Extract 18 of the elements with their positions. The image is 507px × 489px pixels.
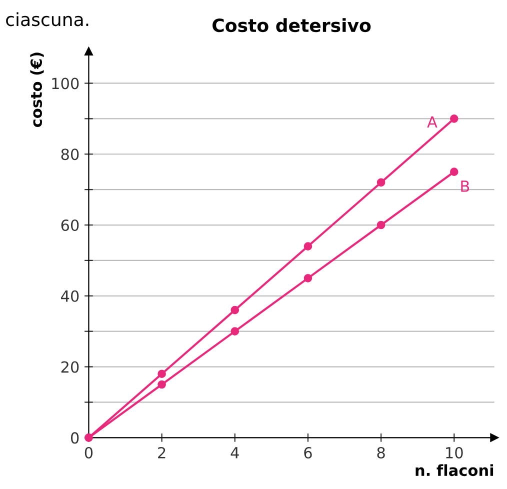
x-tick-label: 8 bbox=[377, 446, 385, 459]
series-label: B bbox=[461, 180, 470, 192]
x-axis-title: n. flaconi bbox=[416, 464, 494, 476]
x-tick-label: 2 bbox=[158, 446, 166, 458]
y-tick-label: 60 bbox=[61, 219, 79, 232]
y-tick-label: 20 bbox=[61, 361, 79, 373]
y-tick-label: 100 bbox=[52, 78, 79, 90]
series-label: A bbox=[427, 116, 438, 128]
y-tick-label: 80 bbox=[61, 148, 79, 160]
x-tick-label: 4 bbox=[230, 447, 239, 458]
y-tick-label: 0 bbox=[70, 432, 79, 444]
x-tick-label: 10 bbox=[446, 446, 463, 459]
y-tick-label: 40 bbox=[61, 290, 79, 302]
x-tick-label: 0 bbox=[84, 446, 93, 459]
x-tick-label: 6 bbox=[304, 446, 312, 459]
chart-title: Costo detersivo bbox=[212, 18, 371, 32]
text: ciascuna. bbox=[6, 12, 88, 26]
y-axis-title: costo (€) bbox=[30, 52, 44, 128]
